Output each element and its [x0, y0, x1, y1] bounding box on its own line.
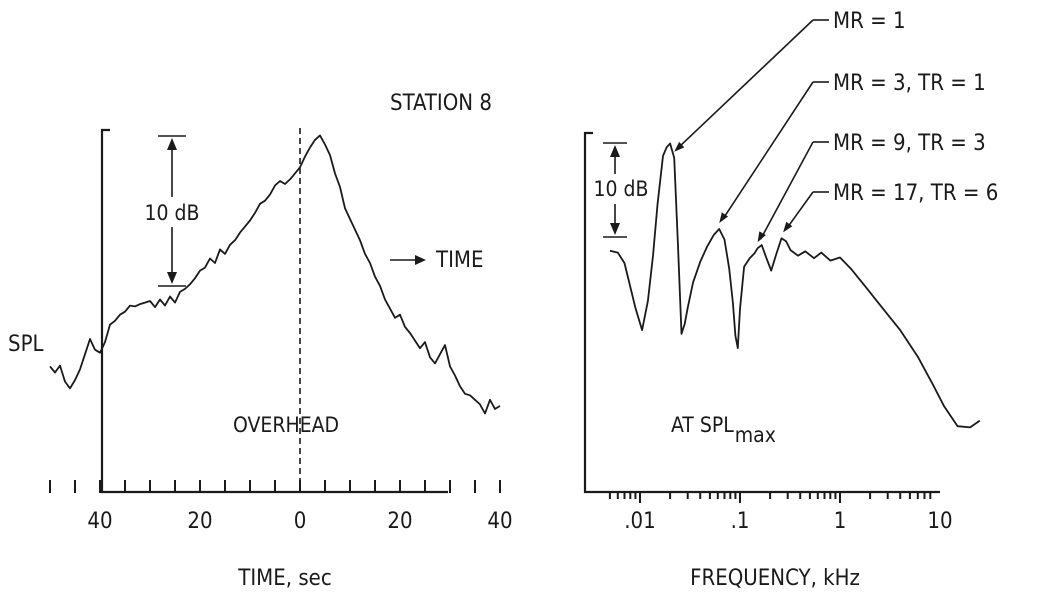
- callout-line: [676, 19, 814, 150]
- peak-label: MR = 1: [833, 9, 906, 34]
- spl-time-curve: [49, 134, 501, 415]
- callout-line: [759, 141, 814, 240]
- x-tick-label: 0: [294, 509, 307, 534]
- x-tick-label: 20: [387, 509, 412, 534]
- scale-bar-10db: 10 dB: [587, 142, 659, 238]
- time-history-chart: SPL 40 20 0 20 40 TIME, sec OVERHEAD 10 dB: [8, 128, 513, 591]
- peak-label: MR = 3, TR = 1: [833, 71, 986, 96]
- scale-bar-10db: 10 dB: [132, 135, 212, 287]
- peak-label: MR = 17, TR = 6: [833, 181, 998, 206]
- x-tick-labels: .01 .1 1 10: [624, 509, 952, 534]
- x-ticks: [608, 492, 932, 503]
- spectrum-chart: .01.1 1 10 FREQUENCY, kHz 10 dB AT SPLmax …: [583, 9, 998, 591]
- x-tick-label: .1: [731, 509, 750, 534]
- arrowhead-icon: [674, 141, 685, 152]
- peak-callouts: MR = 1 MR = 3, TR = 1 MR = 9, TR = 3 MR = 1…: [674, 9, 998, 243]
- scale-bar-label: 10 dB: [145, 201, 200, 225]
- x-axis-title: TIME, sec: [237, 566, 331, 591]
- x-tick-labels: 40 20 0 20 40: [87, 509, 512, 534]
- peak-label: MR = 9, TR = 3: [833, 131, 986, 156]
- time-arrow: TIME: [390, 248, 484, 273]
- y-axis-line: [583, 131, 940, 494]
- arrowhead-icon: [757, 231, 766, 243]
- callout-line: [721, 81, 814, 221]
- at-spl-max-label: AT SPLmax: [671, 413, 776, 447]
- arrow-right-icon: [415, 255, 426, 265]
- scale-bar-label: 10 dB: [594, 177, 649, 201]
- spl-axis-label: SPL: [8, 332, 44, 357]
- x-tick-label: 20: [187, 509, 212, 534]
- x-tick-label: 40: [487, 509, 512, 534]
- callout-line: [785, 191, 814, 230]
- x-tick-label: 40: [87, 509, 112, 534]
- arrowhead-icon: [783, 221, 793, 233]
- x-axis-title: FREQUENCY, kHz: [690, 566, 860, 591]
- spectrum-curve: [609, 142, 981, 429]
- at-spl-text: AT SPL: [671, 413, 734, 437]
- arrowhead-icon: [719, 212, 729, 224]
- x-tick-label: 1: [834, 509, 847, 534]
- x-tick-label: 10: [927, 509, 952, 534]
- x-tick-label: .01: [624, 509, 655, 534]
- max-subscript: max: [735, 423, 776, 447]
- time-arrow-label: TIME: [435, 248, 484, 273]
- overhead-label: OVERHEAD: [233, 413, 339, 437]
- station-label: STATION 8: [390, 91, 492, 116]
